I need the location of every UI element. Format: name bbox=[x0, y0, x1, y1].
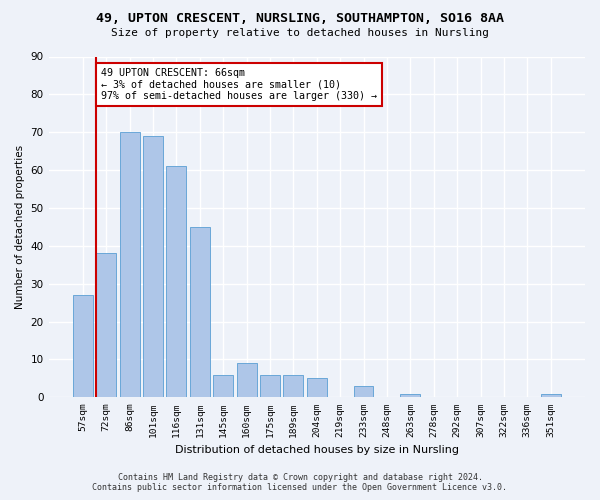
Bar bbox=[353, 386, 373, 398]
Bar bbox=[143, 136, 163, 398]
Bar bbox=[307, 378, 327, 398]
Bar bbox=[283, 374, 304, 398]
Bar bbox=[541, 394, 560, 398]
Y-axis label: Number of detached properties: Number of detached properties bbox=[15, 145, 25, 309]
Bar bbox=[120, 132, 140, 398]
Text: Contains HM Land Registry data © Crown copyright and database right 2024.
Contai: Contains HM Land Registry data © Crown c… bbox=[92, 473, 508, 492]
Bar bbox=[73, 295, 93, 398]
Bar bbox=[260, 374, 280, 398]
Bar bbox=[190, 227, 210, 398]
X-axis label: Distribution of detached houses by size in Nursling: Distribution of detached houses by size … bbox=[175, 445, 459, 455]
Bar bbox=[213, 374, 233, 398]
Text: 49 UPTON CRESCENT: 66sqm
← 3% of detached houses are smaller (10)
97% of semi-de: 49 UPTON CRESCENT: 66sqm ← 3% of detache… bbox=[101, 68, 377, 101]
Bar bbox=[400, 394, 420, 398]
Bar bbox=[166, 166, 187, 398]
Text: 49, UPTON CRESCENT, NURSLING, SOUTHAMPTON, SO16 8AA: 49, UPTON CRESCENT, NURSLING, SOUTHAMPTO… bbox=[96, 12, 504, 26]
Bar bbox=[97, 254, 116, 398]
Bar bbox=[236, 363, 257, 398]
Text: Size of property relative to detached houses in Nursling: Size of property relative to detached ho… bbox=[111, 28, 489, 38]
